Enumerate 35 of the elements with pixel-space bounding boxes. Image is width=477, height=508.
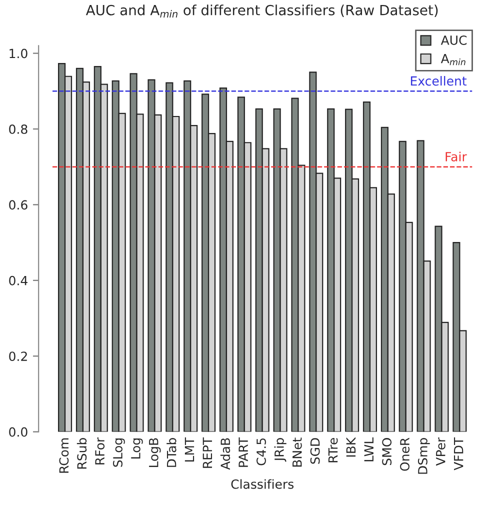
x-tick-label: DTab xyxy=(166,438,176,467)
x-axis-title: Classifiers xyxy=(231,479,294,489)
x-tick-label: VPer xyxy=(436,437,446,466)
y-tick-label: 0.8 xyxy=(9,124,28,134)
legend-label: A$_{min}$ xyxy=(440,54,466,66)
x-tick-label: BNet xyxy=(292,438,302,467)
y-tick-label: 0.2 xyxy=(9,352,27,362)
x-tick-label: C4.5 xyxy=(256,438,266,466)
x-tick-label: Log xyxy=(131,438,143,458)
x-tick-label: IBK xyxy=(346,437,356,457)
x-tick-label: RSub xyxy=(76,438,87,469)
x-tick-label: LWL xyxy=(364,437,374,462)
y-tick-label: 1.0 xyxy=(10,48,28,58)
x-tick-label: JRip xyxy=(274,438,286,462)
x-tick-label: REPT xyxy=(202,437,212,468)
chart-title: AUC and A$_{min}$ of different Classifiers (Raw Dataset) xyxy=(86,4,438,18)
ref-line-label: Excellent xyxy=(410,76,467,86)
x-tick-label: VFDT xyxy=(454,437,464,470)
y-tick-label: 0.4 xyxy=(9,276,28,286)
ref-line-label: Fair xyxy=(446,152,467,162)
legend-label: AUC xyxy=(440,36,467,45)
x-tick-label: SLog xyxy=(113,438,125,467)
x-tick-label: DSmp xyxy=(418,438,430,474)
x-tick-label: RTre xyxy=(328,438,338,462)
x-tick-label: SGD xyxy=(310,438,320,464)
x-tick-label: LMT xyxy=(184,437,194,462)
x-tick-label: RFor xyxy=(95,437,105,464)
x-tick-label: PART xyxy=(238,437,248,467)
x-tick-label: RCom xyxy=(59,438,69,473)
x-tick-label: OneR xyxy=(400,438,410,471)
x-tick-label: AdaB xyxy=(220,438,230,470)
y-tick-label: 0.6 xyxy=(9,200,28,210)
x-tick-label: LogB xyxy=(149,438,161,468)
x-tick-label: SMO xyxy=(382,438,392,466)
y-tick-label: 0.0 xyxy=(9,427,28,437)
